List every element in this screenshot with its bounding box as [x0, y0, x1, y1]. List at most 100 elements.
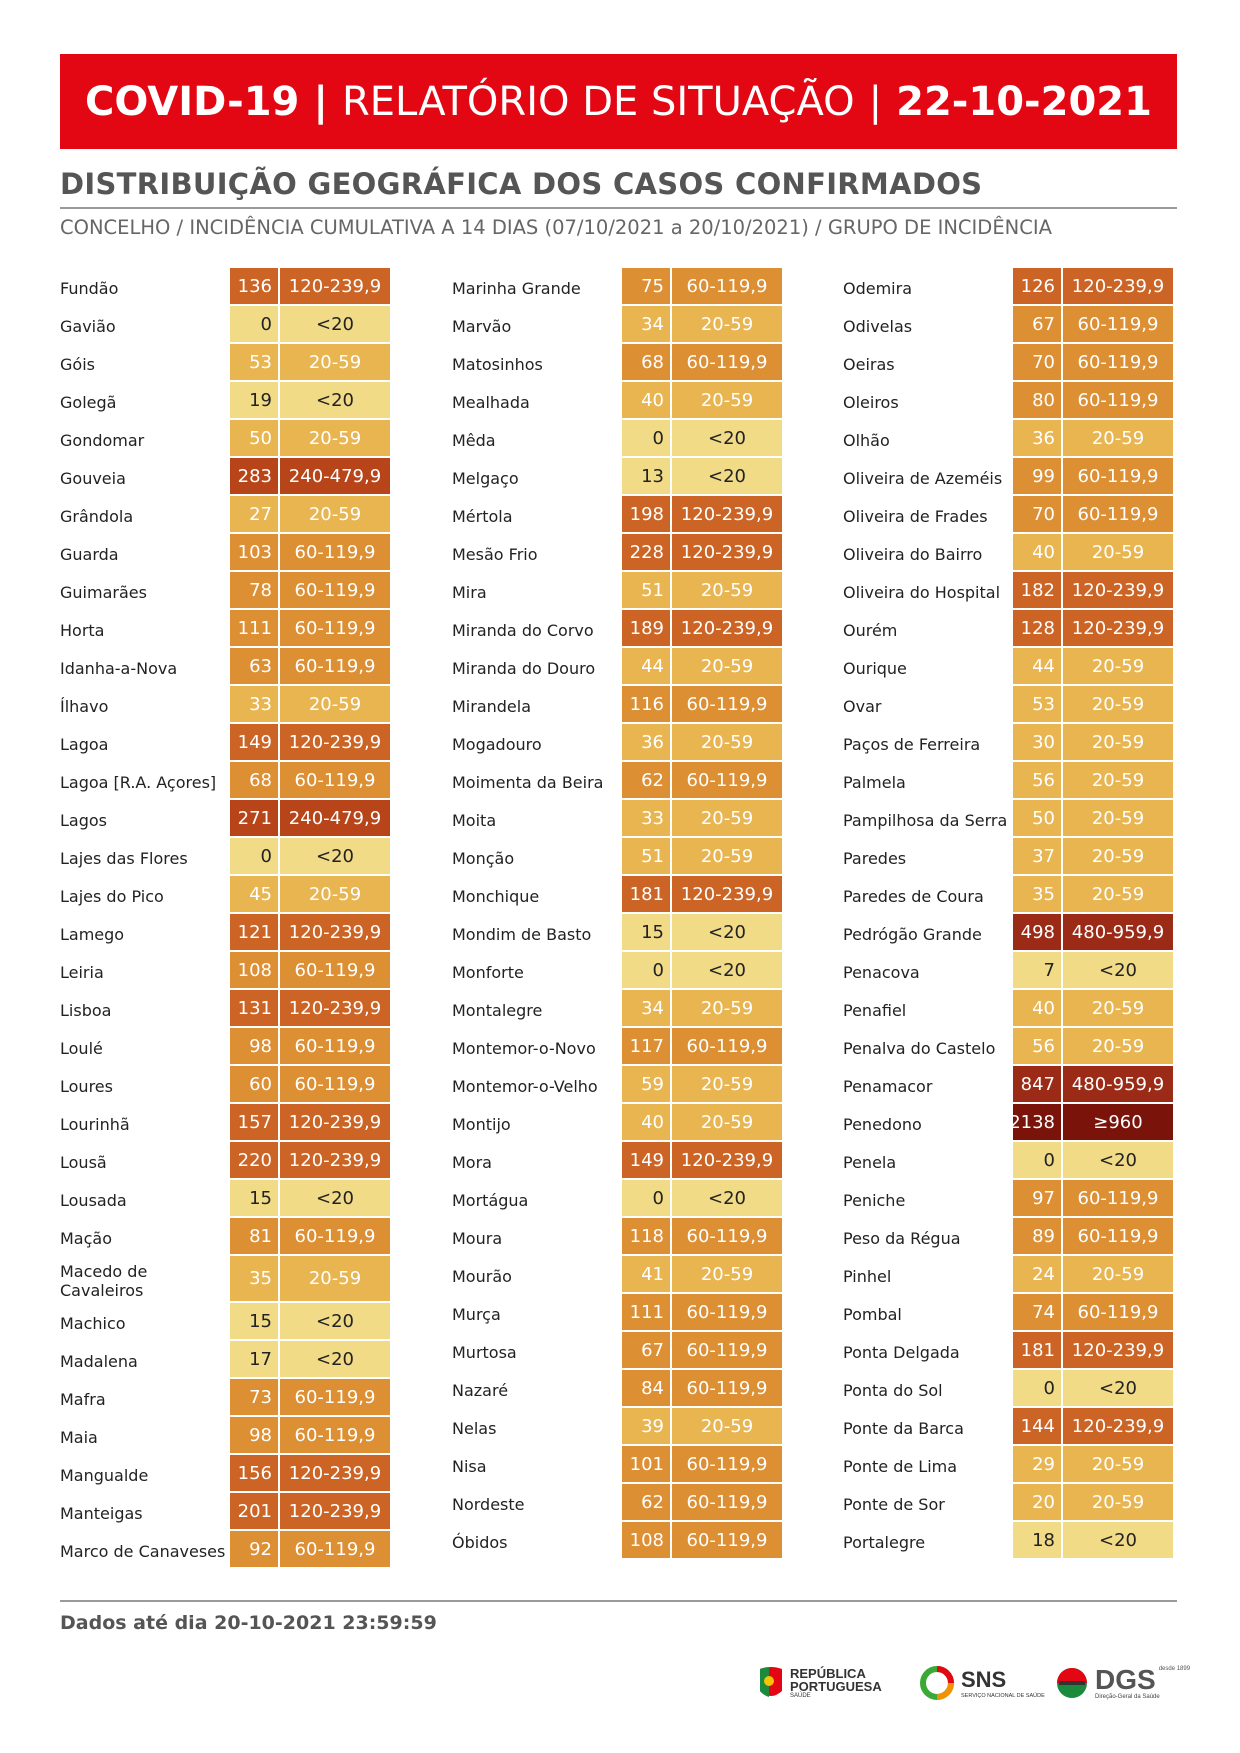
incidence-group: 120-239,9 [280, 1493, 390, 1531]
incidence-value: 189 [622, 610, 672, 648]
incidence-value: 111 [230, 610, 280, 648]
incidence-value: 92 [230, 1531, 280, 1569]
table-row: Pedrógão Grande 498 480-959,9 [843, 914, 1178, 952]
table-row: Loures 60 60-119,9 [60, 1066, 395, 1104]
municipality-name: Pombal [843, 1304, 902, 1324]
table-row: Montalegre 34 20-59 [452, 990, 787, 1028]
incidence-value: 0 [230, 838, 280, 876]
incidence-group: 120-239,9 [280, 724, 390, 762]
incidence-value: 29 [1013, 1446, 1063, 1484]
incidence-group: 120-239,9 [672, 610, 782, 648]
table-row: Idanha-a-Nova 63 60-119,9 [60, 648, 395, 686]
sns-ring-icon [920, 1666, 954, 1700]
table-row: Olhão 36 20-59 [843, 420, 1178, 458]
incidence-value: 44 [622, 648, 672, 686]
table-row: Lousã 220 120-239,9 [60, 1142, 395, 1180]
municipality-name: Paredes de Coura [843, 886, 984, 906]
incidence-value: 271 [230, 800, 280, 838]
municipality-name: Oliveira do Bairro [843, 544, 983, 564]
municipality-name: Peso da Régua [843, 1228, 961, 1248]
incidence-group: 20-59 [672, 1256, 782, 1294]
table-row: Gavião 0 <20 [60, 306, 395, 344]
incidence-group: 60-119,9 [280, 1028, 390, 1066]
municipality-name: Guimarães [60, 582, 147, 602]
incidence-group: ≥960 [1063, 1104, 1173, 1142]
dgs-since: desde 1899 [1158, 1666, 1191, 1672]
municipality-name: Góis [60, 354, 95, 374]
table-row: Mondim de Basto 15 <20 [452, 914, 787, 952]
incidence-group: 20-59 [672, 382, 782, 420]
incidence-group: <20 [672, 914, 782, 952]
table-row: Lagos 271 240-479,9 [60, 800, 395, 838]
municipality-name: Monção [452, 848, 515, 868]
municipality-name: Pampilhosa da Serra [843, 810, 1008, 830]
incidence-group: 20-59 [280, 1256, 390, 1303]
municipality-name: Lagoa [R.A. Açores] [60, 772, 217, 792]
municipality-name: Leiria [60, 962, 104, 982]
table-row: Montemor-o-Velho 59 20-59 [452, 1066, 787, 1104]
incidence-group: 60-119,9 [280, 534, 390, 572]
title-separator-2: | [868, 78, 883, 125]
incidence-group: 60-119,9 [1063, 496, 1173, 534]
table-row: Odemira 126 120-239,9 [843, 268, 1178, 306]
municipality-name: Ourém [843, 620, 898, 640]
incidence-group: 60-119,9 [1063, 1218, 1173, 1256]
incidence-group: 20-59 [672, 1104, 782, 1142]
incidence-group: 60-119,9 [672, 344, 782, 382]
municipality-name: Guarda [60, 544, 119, 564]
table-row: Lousada 15 <20 [60, 1180, 395, 1218]
municipality-name: Ponte de Lima [843, 1456, 958, 1476]
table-row: Penamacor 847 480-959,9 [843, 1066, 1178, 1104]
incidence-group: 20-59 [1063, 724, 1173, 762]
incidence-value: 181 [622, 876, 672, 914]
municipality-name: Mortágua [452, 1190, 529, 1210]
municipality-name: Loulé [60, 1038, 103, 1058]
municipality-name: Odivelas [843, 316, 913, 336]
municipality-name: Penacova [843, 962, 920, 982]
report-date: 22-10-2021 [896, 78, 1152, 125]
table-row: Nisa 101 60-119,9 [452, 1446, 787, 1484]
incidence-value: 34 [622, 990, 672, 1028]
sns-subtitle: SERVIÇO NACIONAL DE SAÚDE [961, 1693, 1045, 1699]
table-row: Moimenta da Beira 62 60-119,9 [452, 762, 787, 800]
municipality-name: Lourinhã [60, 1114, 130, 1134]
incidence-value: 59 [622, 1066, 672, 1104]
sns-wordmark: SNS [961, 1667, 1007, 1692]
incidence-value: 15 [622, 914, 672, 952]
table-row: Montemor-o-Novo 117 60-119,9 [452, 1028, 787, 1066]
incidence-group: 20-59 [280, 686, 390, 724]
municipality-name: Mação [60, 1228, 112, 1248]
municipality-name: Oliveira de Azeméis [843, 468, 1003, 488]
municipality-name: Monforte [452, 962, 524, 982]
municipality-name: Ourique [843, 658, 907, 678]
incidence-value: 0 [622, 420, 672, 458]
incidence-group: 20-59 [1063, 1256, 1173, 1294]
municipality-name: Murtosa [452, 1342, 517, 1362]
table-row: Monforte 0 <20 [452, 952, 787, 990]
incidence-group: 120-239,9 [280, 1455, 390, 1493]
municipality-name: Miranda do Douro [452, 658, 596, 678]
incidence-value: 62 [622, 762, 672, 800]
incidence-value: 40 [1013, 990, 1063, 1028]
incidence-group: 120-239,9 [672, 876, 782, 914]
incidence-value: 0 [230, 306, 280, 344]
table-row: Pampilhosa da Serra 50 20-59 [843, 800, 1178, 838]
incidence-value: 283 [230, 458, 280, 496]
incidence-value: 181 [1013, 1332, 1063, 1370]
incidence-value: 103 [230, 534, 280, 572]
municipality-name: Mirandela [452, 696, 532, 716]
table-row: Ourém 128 120-239,9 [843, 610, 1178, 648]
incidence-group: <20 [280, 306, 390, 344]
table-row: Madalena 17 <20 [60, 1341, 395, 1379]
incidence-group: 60-119,9 [280, 762, 390, 800]
municipality-name: Monchique [452, 886, 540, 906]
incidence-value: 0 [1013, 1370, 1063, 1408]
incidence-group: <20 [672, 458, 782, 496]
table-row: Marco de Canaveses 92 60-119,9 [60, 1531, 395, 1569]
incidence-group: <20 [280, 1341, 390, 1379]
table-row: Oliveira do Bairro 40 20-59 [843, 534, 1178, 572]
municipality-name: Mêda [452, 430, 496, 450]
incidence-value: 0 [622, 1180, 672, 1218]
table-row: Moura 118 60-119,9 [452, 1218, 787, 1256]
incidence-value: 89 [1013, 1218, 1063, 1256]
